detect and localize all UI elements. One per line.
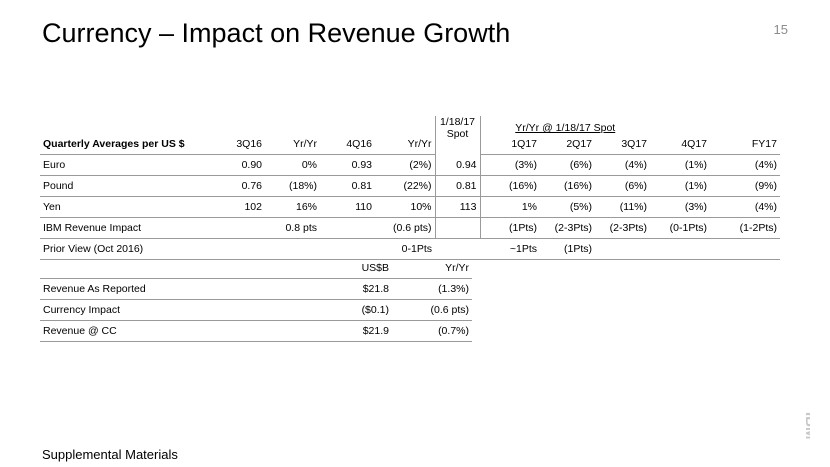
- header-3q17: 3Q17: [595, 134, 650, 155]
- header-2q17: 2Q17: [540, 134, 595, 155]
- header-label: Quarterly Averages per US $: [40, 134, 210, 155]
- table-row: Yen 102 16% 110 10% 113 1% (5%) (11%) (3…: [40, 196, 780, 218]
- revenue-table: US$B Yr/Yr Revenue As Reported $21.8 (1.…: [40, 258, 472, 342]
- footer-text: Supplemental Materials: [42, 447, 178, 462]
- table-row: Pound 0.76 (18%) 0.81 (22%) 0.81 (16%) (…: [40, 175, 780, 197]
- header-yy-4q16: Yr/Yr: [375, 134, 435, 155]
- currency-table: 1/18/17 Spot Yr/Yr @ 1/18/17 Spot Quarter…: [40, 116, 780, 260]
- header-4q17: 4Q17: [650, 134, 710, 155]
- header-1q17: 1Q17: [480, 134, 540, 155]
- header-usd: US$B: [310, 258, 392, 279]
- table-row: Euro 0.90 0% 0.93 (2%) 0.94 (3%) (6%) (4…: [40, 154, 780, 176]
- header-4q16: 4Q16: [320, 134, 375, 155]
- spot-header: 1/18/17 Spot: [434, 116, 481, 155]
- header-yy: Yr/Yr: [392, 258, 472, 279]
- group-header: Yr/Yr @ 1/18/17 Spot: [515, 122, 616, 134]
- page-title: Currency – Impact on Revenue Growth: [42, 18, 511, 48]
- header-fy17: FY17: [710, 134, 780, 155]
- table-row: Revenue @ CC $21.9 (0.7%): [40, 320, 472, 342]
- table-row: Prior View (Oct 2016) 0-1Pts ~1Pts (1Pts…: [40, 238, 780, 260]
- svg-text:IBM: IBM: [802, 412, 810, 440]
- page-number: 15: [773, 22, 788, 37]
- ibm-logo: IBM: [802, 412, 810, 440]
- table-row: IBM Revenue Impact 0.8 pts (0.6 pts) (1P…: [40, 217, 780, 239]
- header-3q16: 3Q16: [210, 134, 265, 155]
- table-row: Revenue As Reported $21.8 (1.3%): [40, 278, 472, 300]
- table-row: Currency Impact ($0.1) (0.6 pts): [40, 299, 472, 321]
- header-yy-3q16: Yr/Yr: [265, 134, 320, 155]
